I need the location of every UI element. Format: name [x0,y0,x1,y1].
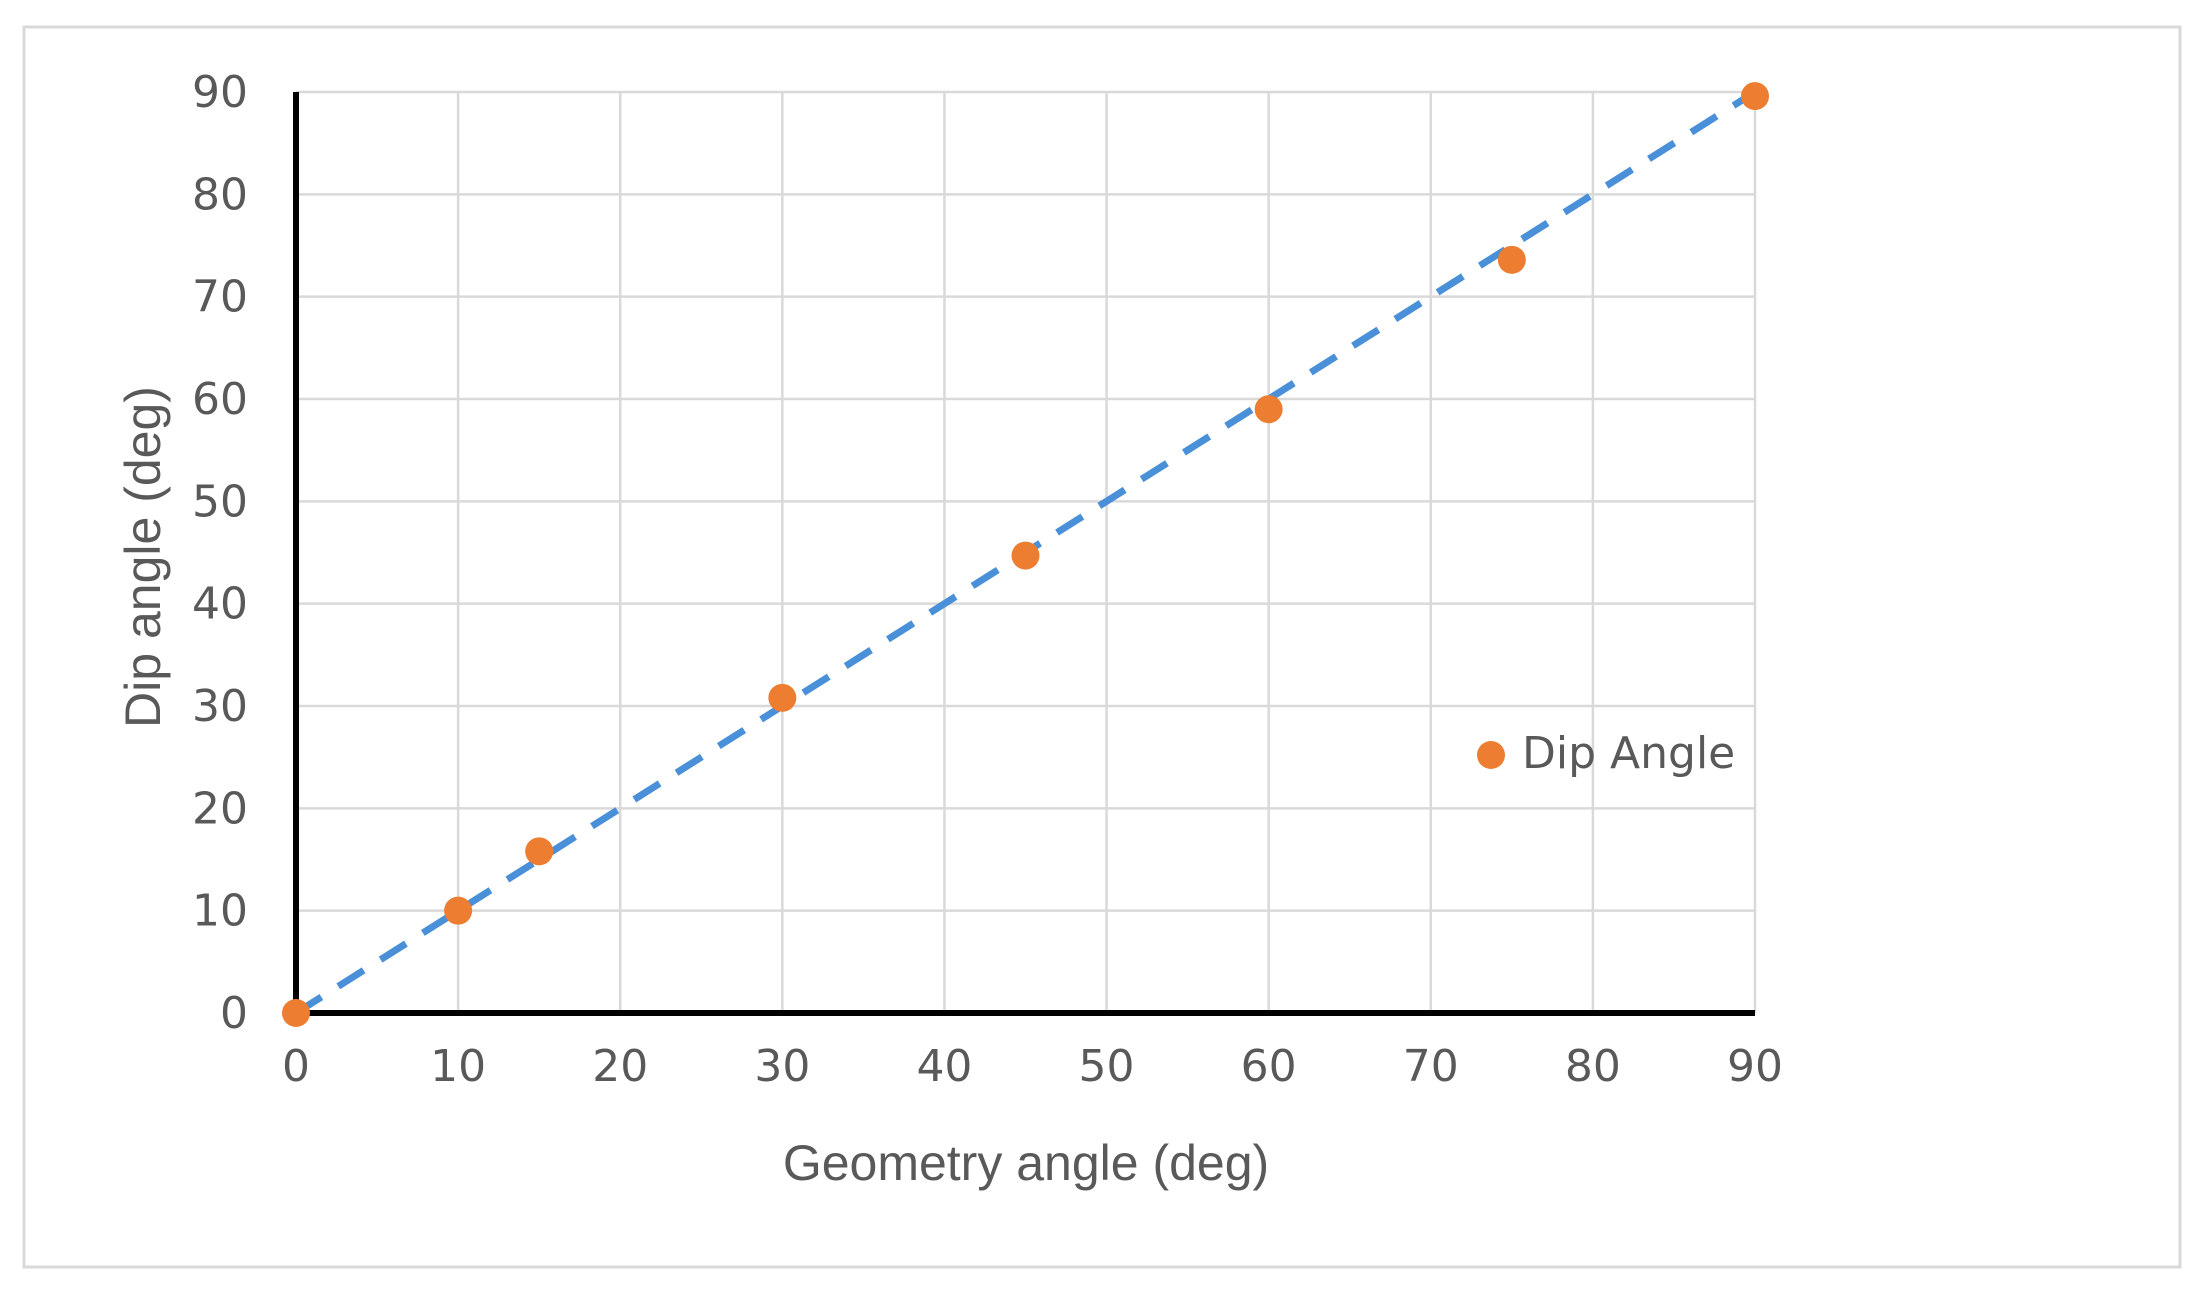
axes [293,92,1755,1016]
x-axis-title: Geometry angle (deg) [783,1135,1269,1191]
y-tick-label: 10 [192,886,248,937]
x-tick-label: 0 [282,1041,310,1092]
x-tick-label: 80 [1565,1041,1621,1092]
data-point [525,837,554,866]
x-tick-label: 40 [916,1041,972,1092]
y-tick-labels: 0 10 20 30 40 50 60 70 80 90 [192,67,248,1039]
y-axis-title: Dip angle (deg) [115,386,171,728]
y-tick-label: 80 [192,169,248,220]
x-tick-label: 30 [754,1041,810,1092]
data-point [444,896,473,925]
data-point [1254,395,1283,424]
legend-label: Dip Angle [1522,728,1735,779]
legend-marker [1477,741,1505,769]
data-point [282,999,310,1027]
data-point [1011,541,1040,570]
y-tick-label: 20 [192,783,248,834]
y-tick-label: 40 [192,579,248,630]
gridlines [296,90,1757,1013]
data-point [1741,82,1769,111]
x-tick-label: 60 [1241,1041,1297,1092]
data-point [768,683,797,712]
chart-frame [22,25,2182,1269]
data-point [1497,245,1526,274]
x-tick-label: 50 [1079,1041,1135,1092]
y-tick-label: 60 [192,374,248,425]
x-tick-label: 90 [1727,1041,1783,1092]
y-tick-label: 70 [192,272,248,323]
y-tick-label: 30 [192,681,248,732]
x-tick-label: 20 [592,1041,648,1092]
x-tick-labels: 0 10 20 30 40 50 60 70 80 90 [282,1041,1783,1092]
data-points [282,82,1769,1027]
x-tick-label: 70 [1403,1041,1459,1092]
y-tick-label: 90 [192,67,248,118]
legend: Dip Angle [1477,728,1735,779]
y-tick-label: 0 [220,988,248,1039]
x-tick-label: 10 [430,1041,486,1092]
y-tick-label: 50 [192,476,248,527]
